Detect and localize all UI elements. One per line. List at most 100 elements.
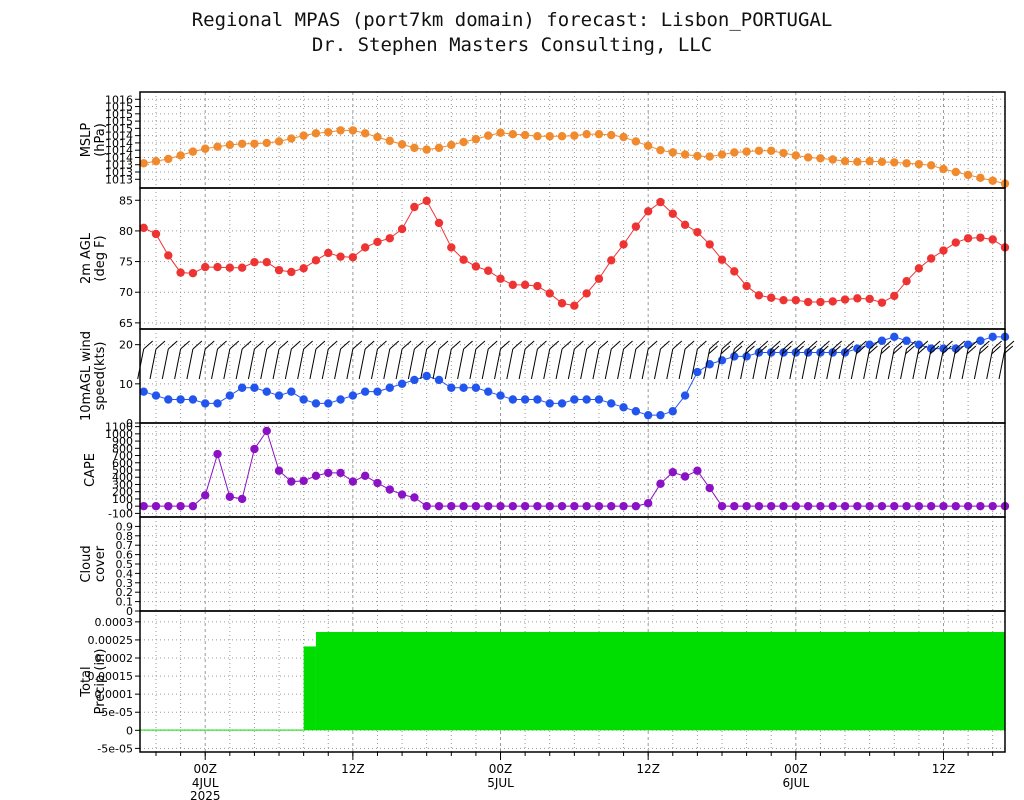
y-tick-label: 1014 (105, 137, 133, 150)
data-point-temp (262, 257, 271, 267)
data-point-temp (803, 297, 813, 307)
wind-barb-feather (941, 345, 952, 355)
wind-barb (592, 348, 600, 380)
data-point-cape (816, 501, 825, 511)
wind-barb (284, 348, 292, 380)
data-point-temp (742, 281, 751, 291)
data-point-mslp (459, 137, 468, 147)
y-tick-label: 0.1 (116, 596, 134, 609)
data-point-cape (840, 501, 850, 511)
data-point-temp (287, 267, 296, 277)
data-point-mslp (250, 139, 259, 148)
data-point-temp (373, 237, 382, 247)
wind-barb (334, 348, 342, 380)
wind-barb-feather (721, 340, 732, 350)
data-point-wind (213, 399, 222, 408)
y-axis-label-line: Cloud (79, 545, 94, 582)
y-tick-label: 0.5 (116, 558, 134, 571)
wind-barb (174, 348, 182, 380)
data-point-temp (816, 297, 825, 307)
data-point-temp (299, 264, 308, 273)
wind-barb (641, 348, 649, 380)
wind-barb-feather (143, 340, 154, 350)
data-point-wind (471, 383, 481, 392)
wind-barb-feather (487, 340, 498, 350)
data-point-wind (520, 395, 530, 404)
data-point-mslp (434, 143, 444, 153)
x-date-label: 2025 (190, 789, 221, 800)
data-point-wind (496, 391, 505, 400)
wind-barb-feather (978, 345, 989, 355)
y-tick-label: 0.6 (116, 549, 134, 562)
x-tick-label: 12Z (932, 762, 956, 776)
data-point-mslp (779, 148, 788, 158)
data-point-wind (705, 360, 714, 369)
wind-barb-feather (991, 345, 1001, 355)
data-point-cape (557, 501, 567, 511)
data-point-mslp (188, 147, 198, 156)
data-point-cape (570, 501, 579, 511)
data-point-temp (594, 274, 604, 283)
y-tick-label: 0.9 (116, 520, 134, 533)
wind-barb-feather (389, 340, 400, 350)
wind-barb-feather (327, 340, 338, 350)
data-point-temp (607, 256, 616, 265)
data-point-cape (582, 501, 591, 511)
y-tick-label: 1014 (105, 151, 133, 164)
y-tick-label: 100 (112, 493, 133, 506)
wind-barb-feather (340, 340, 350, 350)
wind-barb-feather (180, 340, 190, 350)
wind-barb (407, 348, 415, 380)
wind-barb-feather (598, 340, 609, 350)
data-point-mslp (988, 176, 997, 185)
wind-barb-feather (781, 345, 792, 355)
data-point-wind (447, 383, 456, 392)
data-point-mslp (336, 126, 345, 135)
data-point-temp (311, 256, 321, 265)
wind-barb-feather (868, 345, 878, 355)
wind-barb (518, 348, 526, 380)
data-point-mslp (705, 152, 714, 161)
data-point-wind (299, 395, 308, 404)
panel-cape: -100010020030040050060070080090010001100… (83, 421, 1010, 520)
data-point-cape (963, 501, 973, 511)
data-point-wind (373, 387, 382, 396)
wind-barb-feather (992, 340, 1003, 350)
data-point-mslp (348, 126, 358, 135)
wind-barb (555, 348, 563, 380)
data-point-mslp (791, 151, 801, 160)
y-tick-label: 300 (112, 478, 133, 491)
wind-barb (432, 348, 440, 380)
data-point-mslp (447, 140, 456, 150)
wind-barb-feather (364, 340, 375, 350)
data-point-mslp (754, 146, 764, 155)
data-point-wind (570, 395, 579, 404)
x-tick-label: 12Z (636, 762, 660, 776)
wind-barb (383, 348, 391, 380)
y-tick-label: 1013 (105, 159, 133, 172)
data-point-cape (410, 493, 419, 502)
wind-barb-feather (708, 345, 718, 355)
data-point-temp (520, 280, 530, 290)
wind-barb-feather (892, 345, 903, 355)
data-point-mslp (274, 137, 284, 146)
y-tick-label: 80 (119, 225, 133, 238)
data-point-cape (484, 501, 493, 511)
wind-barb (506, 348, 514, 380)
precip-bar (303, 646, 316, 731)
y-tick-label: 0.0003 (95, 616, 134, 629)
wind-barb-feather (709, 340, 720, 350)
wind-barb (444, 348, 452, 380)
data-point-cape (225, 492, 235, 501)
wind-barb-feather (167, 340, 178, 350)
data-point-cape (914, 501, 924, 511)
data-point-mslp (693, 151, 702, 161)
wind-barb (543, 348, 551, 380)
data-point-cape (902, 501, 911, 511)
data-point-cape (520, 501, 530, 511)
data-point-temp (730, 267, 739, 276)
panel-precip: -5e-05 0 5e-05 0.0001 0.00015 0.0002 0.00025 0.… (79, 610, 1006, 755)
wind-barb-feather (229, 340, 240, 350)
wind-barb (420, 348, 428, 380)
